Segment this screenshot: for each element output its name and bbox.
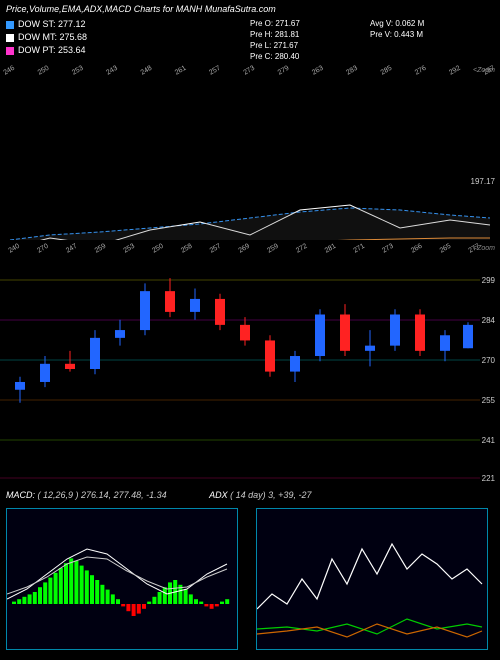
svg-text:283: 283 <box>345 65 359 77</box>
svg-text:240: 240 <box>7 243 21 255</box>
adx-panel[interactable] <box>256 508 488 650</box>
svg-text:248: 248 <box>140 65 154 77</box>
svg-text:250: 250 <box>151 243 165 255</box>
svg-text:257: 257 <box>209 243 223 255</box>
volume-info-block: Avg V: 0.062 M Pre V: 0.443 M <box>370 18 424 40</box>
svg-text:263: 263 <box>311 65 325 77</box>
svg-text:273: 273 <box>381 243 395 255</box>
svg-text:261: 261 <box>174 65 188 77</box>
page-title: Price,Volume,EMA,ADX,MACD Charts for MAN… <box>6 4 276 14</box>
svg-text:241: 241 <box>482 436 496 445</box>
svg-text:258: 258 <box>180 243 194 255</box>
svg-text:247: 247 <box>65 243 79 255</box>
svg-text:269: 269 <box>237 243 251 255</box>
svg-text:281: 281 <box>324 243 338 255</box>
legend-item: DOW ST: 277.12 <box>6 18 87 31</box>
svg-text:255: 255 <box>482 396 496 405</box>
svg-text:243: 243 <box>105 65 119 77</box>
legend-item: DOW PT: 253.64 <box>6 44 87 57</box>
svg-text:<Zoom: <Zoom <box>473 67 495 74</box>
svg-text:246: 246 <box>2 65 16 77</box>
svg-text:276: 276 <box>414 65 428 77</box>
macd-label: MACD: ( 12,26,9 ) 276.14, 277.48, -1.34 … <box>6 490 311 500</box>
svg-text:253: 253 <box>71 65 85 77</box>
svg-text:259: 259 <box>94 243 108 255</box>
svg-text:271: 271 <box>352 243 366 255</box>
svg-text:292: 292 <box>448 65 462 77</box>
svg-text:284: 284 <box>482 316 496 325</box>
svg-text:265: 265 <box>439 243 453 255</box>
svg-text:279: 279 <box>277 65 291 77</box>
svg-text:257: 257 <box>208 65 222 77</box>
svg-text:285: 285 <box>380 65 394 77</box>
svg-text:<Zoom: <Zoom <box>473 245 495 252</box>
svg-text:250: 250 <box>37 65 51 77</box>
svg-text:221: 221 <box>482 474 496 483</box>
legend-block: DOW ST: 277.12DOW MT: 275.68DOW PT: 253.… <box>6 18 87 57</box>
pre-ohlc-block: Pre O: 271.67 Pre H: 281.81 Pre L: 271.6… <box>250 18 300 62</box>
candlestick-chart[interactable]: 299 284 270 255 241 221 240 270 247 259 253 250 258 2… <box>0 240 500 490</box>
svg-text:272: 272 <box>295 243 309 255</box>
svg-text:273: 273 <box>242 65 256 77</box>
ema-chart[interactable]: 246 250 253 243 248 261 257 273 279 263 283 285 276 2… <box>0 60 500 240</box>
svg-text:270: 270 <box>482 356 496 365</box>
svg-text:266: 266 <box>410 243 424 255</box>
macd-panel[interactable] <box>6 508 238 650</box>
legend-item: DOW MT: 275.68 <box>6 31 87 44</box>
svg-text:270: 270 <box>36 243 50 255</box>
svg-text:259: 259 <box>266 243 280 255</box>
svg-text:197.17: 197.17 <box>471 177 496 186</box>
svg-text:299: 299 <box>482 276 496 285</box>
svg-text:253: 253 <box>122 243 136 255</box>
